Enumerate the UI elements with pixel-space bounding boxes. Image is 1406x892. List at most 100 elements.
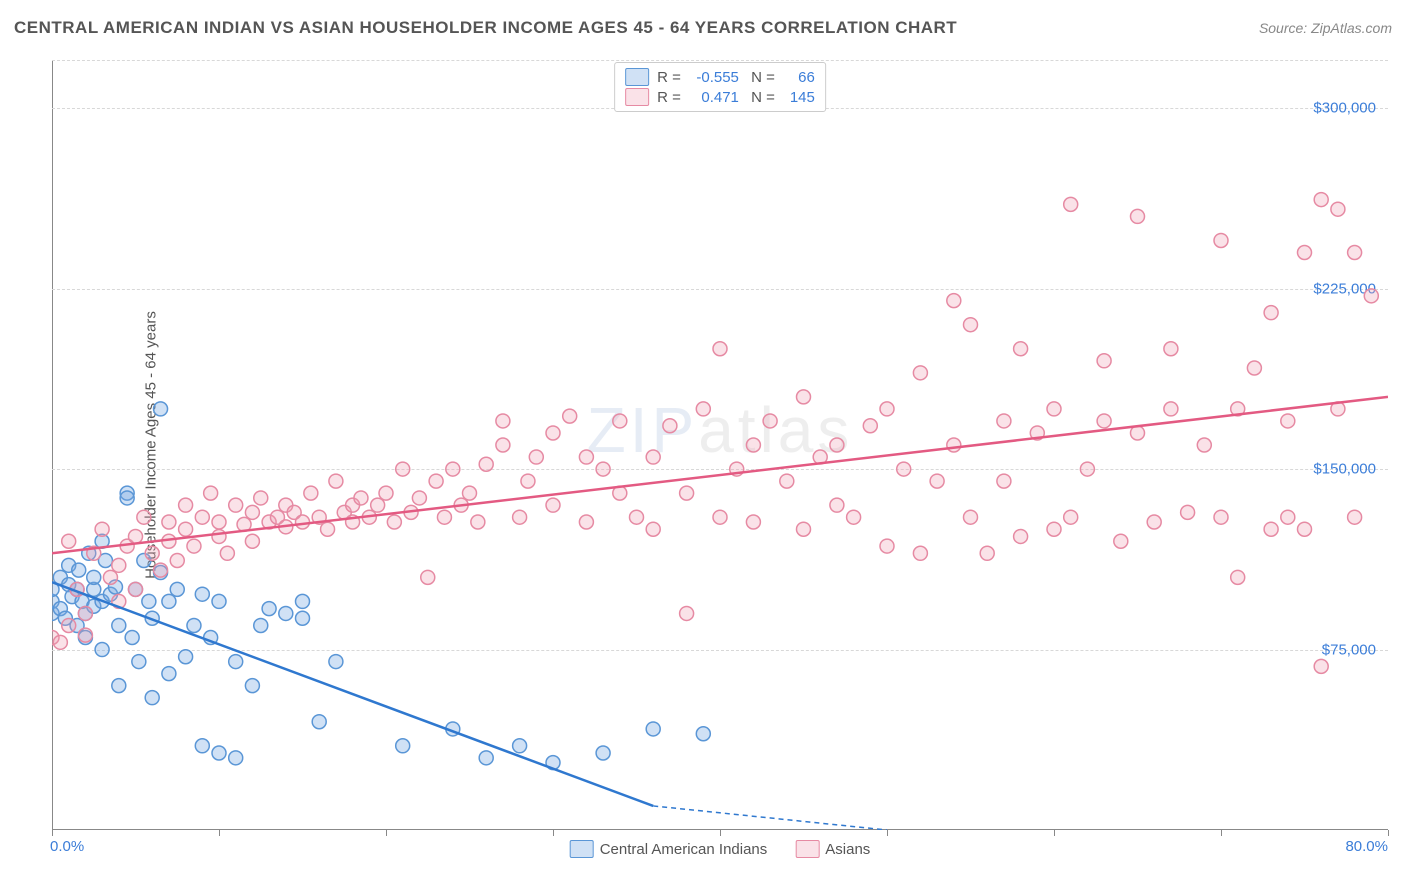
scatter-point	[354, 491, 368, 505]
scatter-point	[137, 510, 151, 524]
legend-n-label-2: N =	[747, 89, 775, 106]
scatter-point	[646, 722, 660, 736]
scatter-point	[1348, 246, 1362, 260]
scatter-point	[78, 606, 92, 620]
scatter-point	[179, 498, 193, 512]
scatter-point	[713, 342, 727, 356]
scatter-point	[329, 655, 343, 669]
scatter-point	[997, 414, 1011, 428]
scatter-point	[797, 522, 811, 536]
scatter-point	[1214, 510, 1228, 524]
scatter-point	[596, 462, 610, 476]
scatter-point	[162, 594, 176, 608]
scatter-point	[112, 558, 126, 572]
scatter-point	[546, 426, 560, 440]
scatter-point	[713, 510, 727, 524]
scatter-point	[646, 450, 660, 464]
scatter-point	[72, 563, 86, 577]
scatter-point	[1047, 522, 1061, 536]
scatter-point	[513, 739, 527, 753]
scatter-point	[296, 515, 310, 529]
scatter-point	[95, 522, 109, 536]
legend-n-value-2: 145	[783, 89, 815, 106]
scatter-point	[1264, 306, 1278, 320]
scatter-point	[630, 510, 644, 524]
scatter-point	[1298, 246, 1312, 260]
scatter-point	[304, 486, 318, 500]
scatter-point	[95, 643, 109, 657]
legend-r-label-2: R =	[657, 89, 681, 106]
legend-series: Central American Indians Asians	[570, 840, 871, 858]
x-tick	[553, 830, 554, 836]
scatter-point	[496, 438, 510, 452]
scatter-point	[132, 655, 146, 669]
scatter-point	[187, 618, 201, 632]
scatter-point	[162, 515, 176, 529]
chart-source: Source: ZipAtlas.com	[1259, 20, 1392, 36]
scatter-point	[371, 498, 385, 512]
scatter-point	[212, 529, 226, 543]
scatter-point	[112, 679, 126, 693]
scatter-point	[471, 515, 485, 529]
scatter-point	[1080, 462, 1094, 476]
scatter-point	[245, 679, 259, 693]
scatter-point	[437, 510, 451, 524]
scatter-point	[463, 486, 477, 500]
scatter-point	[980, 546, 994, 560]
scatter-point	[1331, 202, 1345, 216]
legend-correlation: R = -0.555 N = 66 R = 0.471 N = 145	[614, 62, 826, 112]
scatter-point	[53, 635, 67, 649]
legend-r-label-1: R =	[657, 69, 681, 86]
scatter-point	[87, 570, 101, 584]
x-tick	[219, 830, 220, 836]
scatter-point	[296, 594, 310, 608]
scatter-point	[112, 618, 126, 632]
scatter-point	[696, 727, 710, 741]
legend-n-value-1: 66	[783, 69, 815, 86]
legend-row-1: R = -0.555 N = 66	[625, 67, 815, 87]
x-tick	[386, 830, 387, 836]
scatter-point	[396, 739, 410, 753]
scatter-point	[563, 409, 577, 423]
scatter-point	[746, 515, 760, 529]
scatter-point	[1197, 438, 1211, 452]
scatter-point	[245, 505, 259, 519]
scatter-point	[947, 294, 961, 308]
scatter-point	[680, 606, 694, 620]
scatter-point	[62, 534, 76, 548]
scatter-point	[1314, 193, 1328, 207]
scatter-point	[579, 515, 593, 529]
scatter-point	[179, 522, 193, 536]
scatter-point	[780, 474, 794, 488]
x-tick-label-min: 0.0%	[50, 838, 84, 855]
legend-row-2: R = 0.471 N = 145	[625, 87, 815, 107]
scatter-point	[229, 751, 243, 765]
legend-r-value-2: 0.471	[689, 89, 739, 106]
trend-line-extrapolated	[653, 806, 887, 830]
legend-item-1: Central American Indians	[570, 840, 768, 858]
scatter-point	[170, 582, 184, 596]
scatter-point	[579, 450, 593, 464]
scatter-point	[421, 570, 435, 584]
scatter-point	[212, 515, 226, 529]
scatter-point	[212, 746, 226, 760]
scatter-point	[997, 474, 1011, 488]
legend-r-value-1: -0.555	[689, 69, 739, 86]
x-tick	[1388, 830, 1389, 836]
scatter-point	[913, 366, 927, 380]
legend-bottom-swatch-2	[795, 840, 819, 858]
x-tick-label-max: 80.0%	[1345, 838, 1388, 855]
scatter-point	[245, 534, 259, 548]
scatter-point	[1097, 354, 1111, 368]
scatter-point	[379, 486, 393, 500]
scatter-point	[1014, 342, 1028, 356]
scatter-point	[1064, 510, 1078, 524]
scatter-point	[195, 587, 209, 601]
scatter-point	[496, 414, 510, 428]
scatter-point	[696, 402, 710, 416]
scatter-point	[964, 318, 978, 332]
source-link[interactable]: ZipAtlas.com	[1311, 20, 1392, 36]
x-tick	[720, 830, 721, 836]
scatter-point	[129, 582, 143, 596]
scatter-point	[312, 715, 326, 729]
